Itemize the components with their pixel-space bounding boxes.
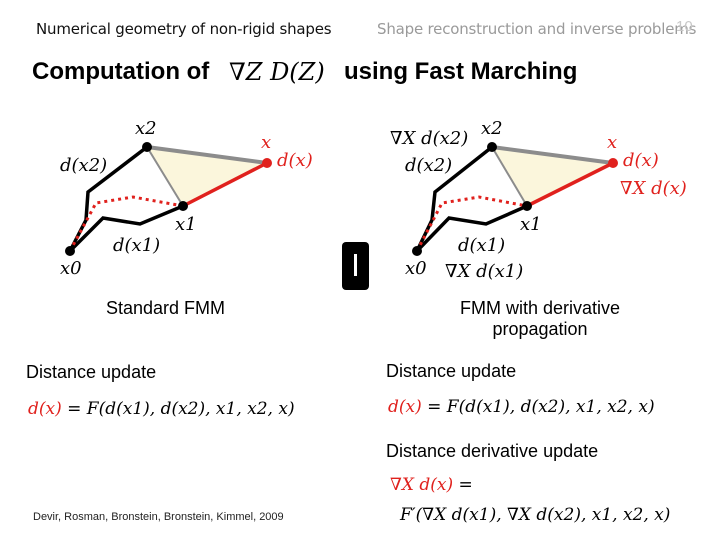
slide-title-prefix: Computation of	[32, 58, 210, 85]
right-triangle	[492, 147, 613, 206]
right-update-edge	[526, 161, 614, 208]
left-update-edge	[182, 161, 268, 208]
right-label-x0: x0	[405, 258, 427, 279]
right-node-x2	[487, 142, 497, 152]
right-edge-x2-x	[491, 145, 614, 165]
left-label-d-x1: d(x1)	[113, 235, 161, 256]
right-distance-update-heading: Distance update	[386, 361, 517, 381]
right-node-x1	[522, 201, 532, 211]
left-label-d-x2: d(x2)	[60, 155, 108, 176]
slide-title-math: ∇Z D(Z)	[229, 58, 325, 86]
left-formula-rhs: = F(d(x1), d(x2), x1, x2, x)	[67, 399, 295, 419]
left-label-x2: x2	[135, 118, 157, 139]
derivative-formula-eq: =	[458, 475, 473, 495]
right-label-grad-d-x: ∇X d(x)	[620, 178, 687, 199]
right-caption-line1: FMM with derivative	[459, 298, 621, 318]
right-label-d-x1: d(x1)	[458, 235, 506, 256]
lecture-title: Shape reconstruction and inverse problem…	[377, 20, 697, 38]
derivative-formula-rhs: F′(∇X d(x1), ∇X d(x2), x1, x2, x)	[400, 505, 671, 525]
left-edge-x2-x1	[146, 146, 184, 207]
left-distance-formula: d(x) = F(d(x1), d(x2), x1, x2, x)	[28, 399, 295, 419]
right-formula-rhs: = F(d(x1), d(x2), x1, x2, x)	[427, 397, 655, 417]
left-caption: Standard FMM	[106, 298, 226, 318]
slide-divider-marker	[342, 242, 369, 290]
right-path-x0-x2	[415, 145, 494, 252]
left-node-x2	[142, 142, 152, 152]
right-distance-formula: d(x) = F(d(x1), d(x2), x1, x2, x)	[388, 397, 655, 417]
left-label-d-x: d(x)	[277, 150, 313, 171]
right-node-x	[608, 158, 618, 168]
right-edge-x2-x1	[491, 146, 528, 207]
course-title: Numerical geometry of non-rigid shapes	[36, 20, 332, 38]
left-path-x0-x1	[68, 204, 184, 253]
right-label-x1: x1	[520, 214, 542, 235]
left-label-x: x	[261, 132, 272, 153]
right-label-d-x2: d(x2)	[405, 155, 453, 176]
left-triangle	[147, 147, 267, 206]
left-distance-update-heading: Distance update	[26, 362, 157, 382]
right-formula-lhs: d(x)	[388, 397, 422, 417]
slide-title-suffix: using Fast Marching	[344, 58, 578, 85]
citation: Devir, Rosman, Bronstein, Bronstein, Kim…	[33, 511, 284, 523]
left-node-x	[262, 158, 272, 168]
right-path-x0-x1	[415, 204, 528, 253]
derivative-formula-lhs-line: ∇X d(x) =	[390, 475, 473, 495]
left-edge-x2-x	[146, 145, 268, 165]
derivative-formula-lhs: ∇X d(x)	[390, 475, 454, 495]
left-path-x0-x2	[68, 145, 149, 252]
left-formula-lhs: d(x)	[28, 399, 62, 419]
right-node-x0	[412, 246, 422, 256]
right-label-grad-d-x1: ∇X d(x1)	[445, 261, 524, 282]
right-dotted-front	[415, 195, 528, 252]
right-caption: FMM with derivative propagation	[440, 298, 640, 340]
right-caption-line2: propagation	[492, 319, 588, 339]
right-label-x: x	[607, 132, 618, 153]
right-label-x2: x2	[481, 118, 503, 139]
left-label-x0: x0	[60, 258, 82, 279]
left-node-x1	[178, 201, 188, 211]
right-label-d-x: d(x)	[623, 150, 659, 171]
slide-number: 10	[676, 18, 693, 35]
right-label-grad-d-x2: ∇X d(x2)	[390, 128, 469, 149]
derivative-update-heading: Distance derivative update	[386, 441, 599, 461]
left-label-x1: x1	[175, 214, 197, 235]
left-node-x0	[65, 246, 75, 256]
